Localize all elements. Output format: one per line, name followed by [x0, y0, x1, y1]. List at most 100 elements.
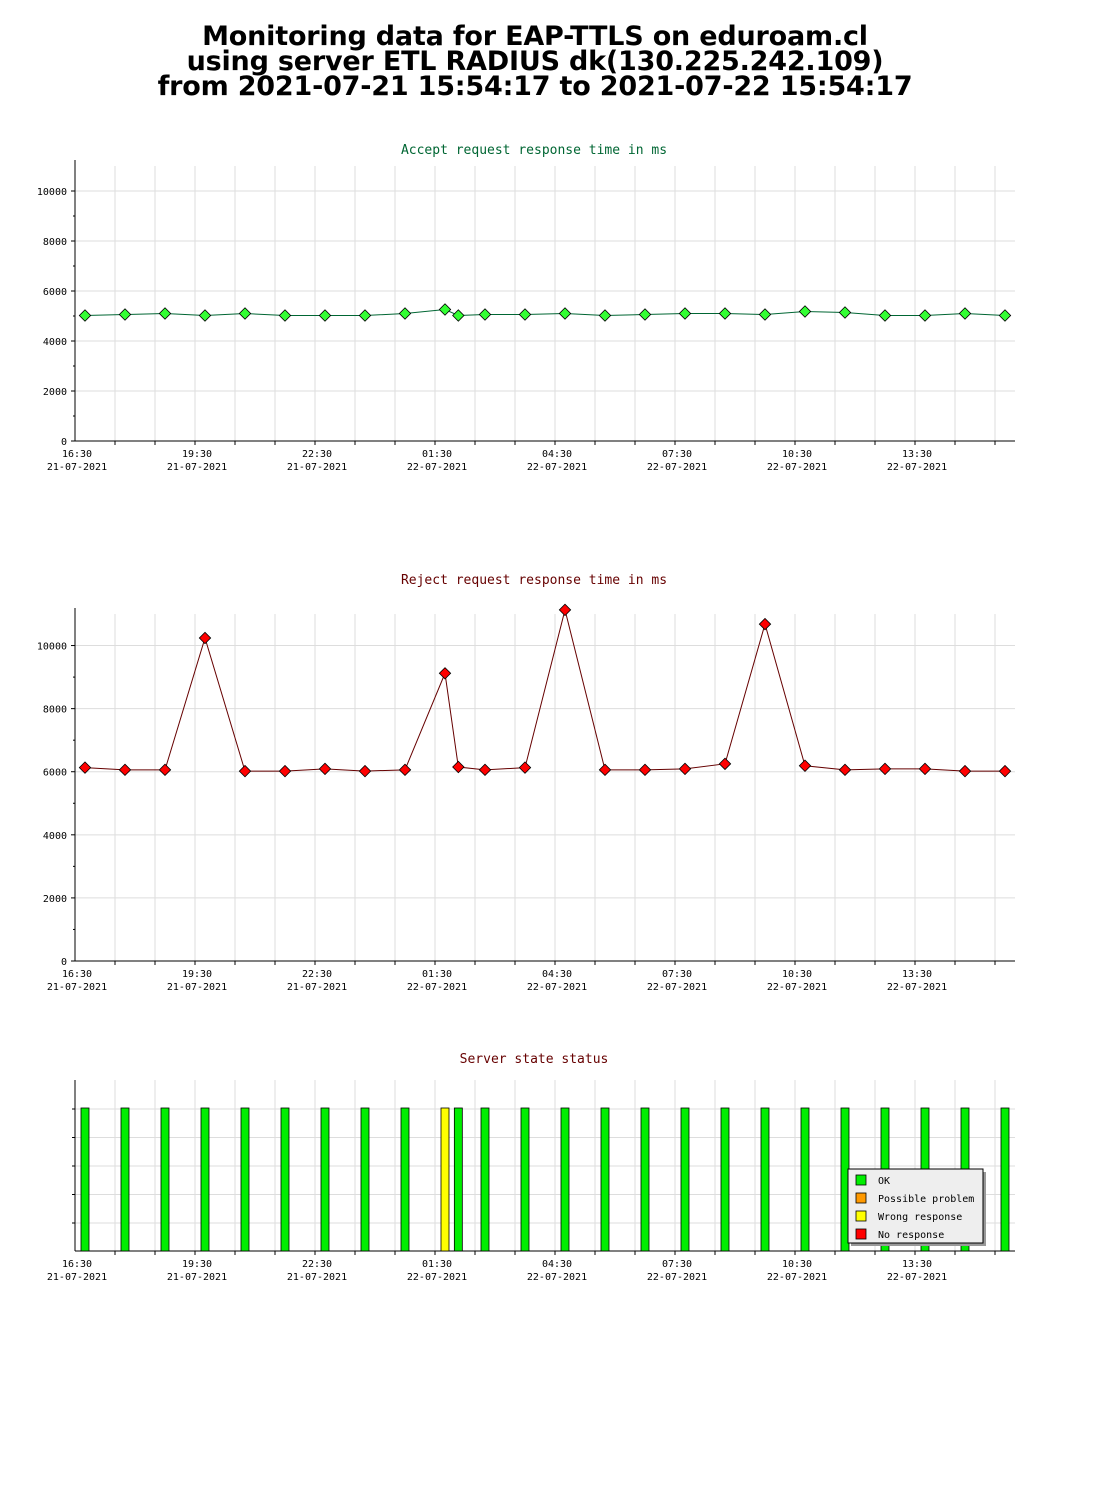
status-chart-x-tick-label: 16:30 — [62, 1259, 92, 1270]
accept-chart-series-line — [84, 308, 1006, 317]
legend-swatch — [855, 1210, 867, 1222]
legend-box — [847, 1168, 984, 1244]
reject-chart-x-tick-date: 22-07-2021 — [647, 982, 707, 993]
accept-chart-data-point — [198, 309, 212, 322]
reject-chart-data-point — [958, 764, 972, 778]
accept-chart-data-point — [678, 307, 692, 320]
reject-chart-data-point — [238, 764, 252, 778]
accept-chart-data-point — [638, 308, 652, 321]
status-chart-bar — [120, 1107, 130, 1252]
accept-chart-x-tick-label: 13:30 — [902, 449, 932, 460]
reject-chart-x-tick-label: 10:30 — [782, 969, 812, 980]
reject-chart-y-tick-label: 4000 — [43, 831, 67, 842]
status-chart-bar — [160, 1107, 170, 1252]
accept-chart-data-point — [958, 307, 972, 320]
reject-chart-y-tick-label: 0 — [61, 957, 67, 968]
reject-chart-x-tick-label: 07:30 — [662, 969, 692, 980]
status-chart-x-tick-date: 21-07-2021 — [167, 1272, 227, 1283]
accept-chart-x-tick-label: 19:30 — [182, 449, 212, 460]
accept-chart-x-tick-date: 22-07-2021 — [527, 462, 587, 473]
reject-chart-data-point — [678, 762, 692, 776]
reject-chart-series-line — [84, 609, 1005, 772]
accept-chart-data-point — [998, 309, 1012, 322]
reject-chart-data-point — [398, 763, 412, 777]
reject-chart-data-point — [718, 757, 732, 771]
status-chart-x-tick-label: 07:30 — [662, 1259, 692, 1270]
accept-chart-data-point — [158, 307, 172, 320]
accept-chart-data-point — [358, 309, 372, 322]
status-chart-x-tick-label: 10:30 — [782, 1259, 812, 1270]
accept-chart-data-point — [278, 309, 292, 322]
accept-chart-x-tick-date: 21-07-2021 — [287, 462, 347, 473]
reject-chart-x-tick-date: 22-07-2021 — [527, 982, 587, 993]
status-chart-bar — [360, 1107, 370, 1252]
accept-chart-x-tick-date: 22-07-2021 — [767, 462, 827, 473]
status-chart-bar — [453, 1107, 463, 1252]
status-chart-x-tick-label: 19:30 — [182, 1259, 212, 1270]
accept-chart-x-tick-label: 07:30 — [662, 449, 692, 460]
reject-chart-data-point — [452, 760, 465, 774]
legend-label: No response — [878, 1230, 944, 1241]
reject-chart-x-tick-label: 01:30 — [422, 969, 452, 980]
reject-chart-data-point — [518, 761, 532, 774]
status-chart-bar — [600, 1107, 610, 1252]
reject-chart-data-point — [838, 763, 852, 777]
accept-chart-y-tick-label: 6000 — [43, 287, 67, 298]
reject-chart-data-point — [278, 764, 292, 778]
status-chart-bar — [240, 1107, 250, 1252]
reject-chart-data-point — [758, 617, 772, 631]
accept-chart-x-tick-date: 22-07-2021 — [407, 462, 467, 473]
reject-chart-x-tick-date: 21-07-2021 — [47, 982, 107, 993]
legend-label: Wrong response — [878, 1212, 962, 1223]
accept-chart-y-tick-label: 4000 — [43, 337, 67, 348]
accept-chart-y-tick-label: 10000 — [37, 187, 67, 198]
reject-chart-data-point — [78, 761, 92, 774]
reject-chart-x-tick-label: 16:30 — [62, 969, 92, 980]
accept-chart-x-tick-label: 22:30 — [302, 449, 332, 460]
accept-chart-x-tick-date: 21-07-2021 — [167, 462, 227, 473]
accept-chart-data-point — [438, 303, 452, 316]
status-chart-bar — [520, 1107, 530, 1252]
reject-chart-data-point — [158, 763, 172, 777]
status-chart-bar — [680, 1107, 690, 1252]
reject-chart-title: Reject request response time in ms — [401, 573, 667, 588]
reject-chart-data-point — [478, 763, 492, 777]
reject-chart-x-tick-label: 04:30 — [542, 969, 572, 980]
reject-chart-data-point — [558, 603, 572, 617]
status-chart-x-tick-label: 01:30 — [422, 1259, 452, 1270]
accept-chart-data-point — [798, 305, 812, 318]
status-chart-x-tick-date: 22-07-2021 — [527, 1272, 587, 1283]
accept-chart-x-tick-label: 10:30 — [782, 449, 812, 460]
accept-chart-y-tick-label: 0 — [61, 437, 67, 448]
accept-chart-data-point — [598, 309, 612, 322]
reject-chart-data-point — [918, 762, 932, 776]
status-chart-bar — [760, 1107, 770, 1252]
reject-chart-data-point — [438, 667, 452, 680]
reject-chart-data-point — [798, 759, 812, 772]
legend-label: OK — [878, 1176, 890, 1187]
status-chart-bar — [640, 1107, 650, 1252]
legend-swatch — [855, 1192, 867, 1204]
accept-chart-data-point — [758, 308, 772, 321]
reject-chart-data-point — [998, 764, 1012, 778]
accept-chart-y-tick-label: 2000 — [43, 387, 67, 398]
status-chart-bar — [720, 1107, 730, 1252]
accept-chart-data-point — [78, 309, 92, 322]
accept-chart-data-point — [238, 307, 252, 320]
status-chart-x-tick-date: 22-07-2021 — [887, 1272, 947, 1283]
accept-chart-x-tick-label: 16:30 — [62, 449, 92, 460]
status-chart-x-tick-label: 04:30 — [542, 1259, 572, 1270]
accept-chart-data-point — [558, 307, 572, 320]
accept-chart-x-tick-label: 01:30 — [422, 449, 452, 460]
reject-chart-data-point — [198, 631, 212, 645]
reject-chart-x-tick-label: 13:30 — [902, 969, 932, 980]
accept-chart-data-point — [452, 309, 465, 322]
accept-chart-data-point — [878, 309, 892, 322]
status-chart-x-tick-label: 22:30 — [302, 1259, 332, 1270]
page-title: Monitoring data for EAP-TTLS on eduroam.… — [0, 23, 1070, 102]
reject-chart-y-tick-label: 8000 — [43, 705, 67, 716]
accept-chart-x-tick-date: 22-07-2021 — [647, 462, 707, 473]
legend-label: Possible problem — [878, 1194, 974, 1205]
accept-chart-title: Accept request response time in ms — [401, 143, 667, 158]
title-line-3: from 2021-07-21 15:54:17 to 2021-07-22 1… — [157, 71, 913, 102]
